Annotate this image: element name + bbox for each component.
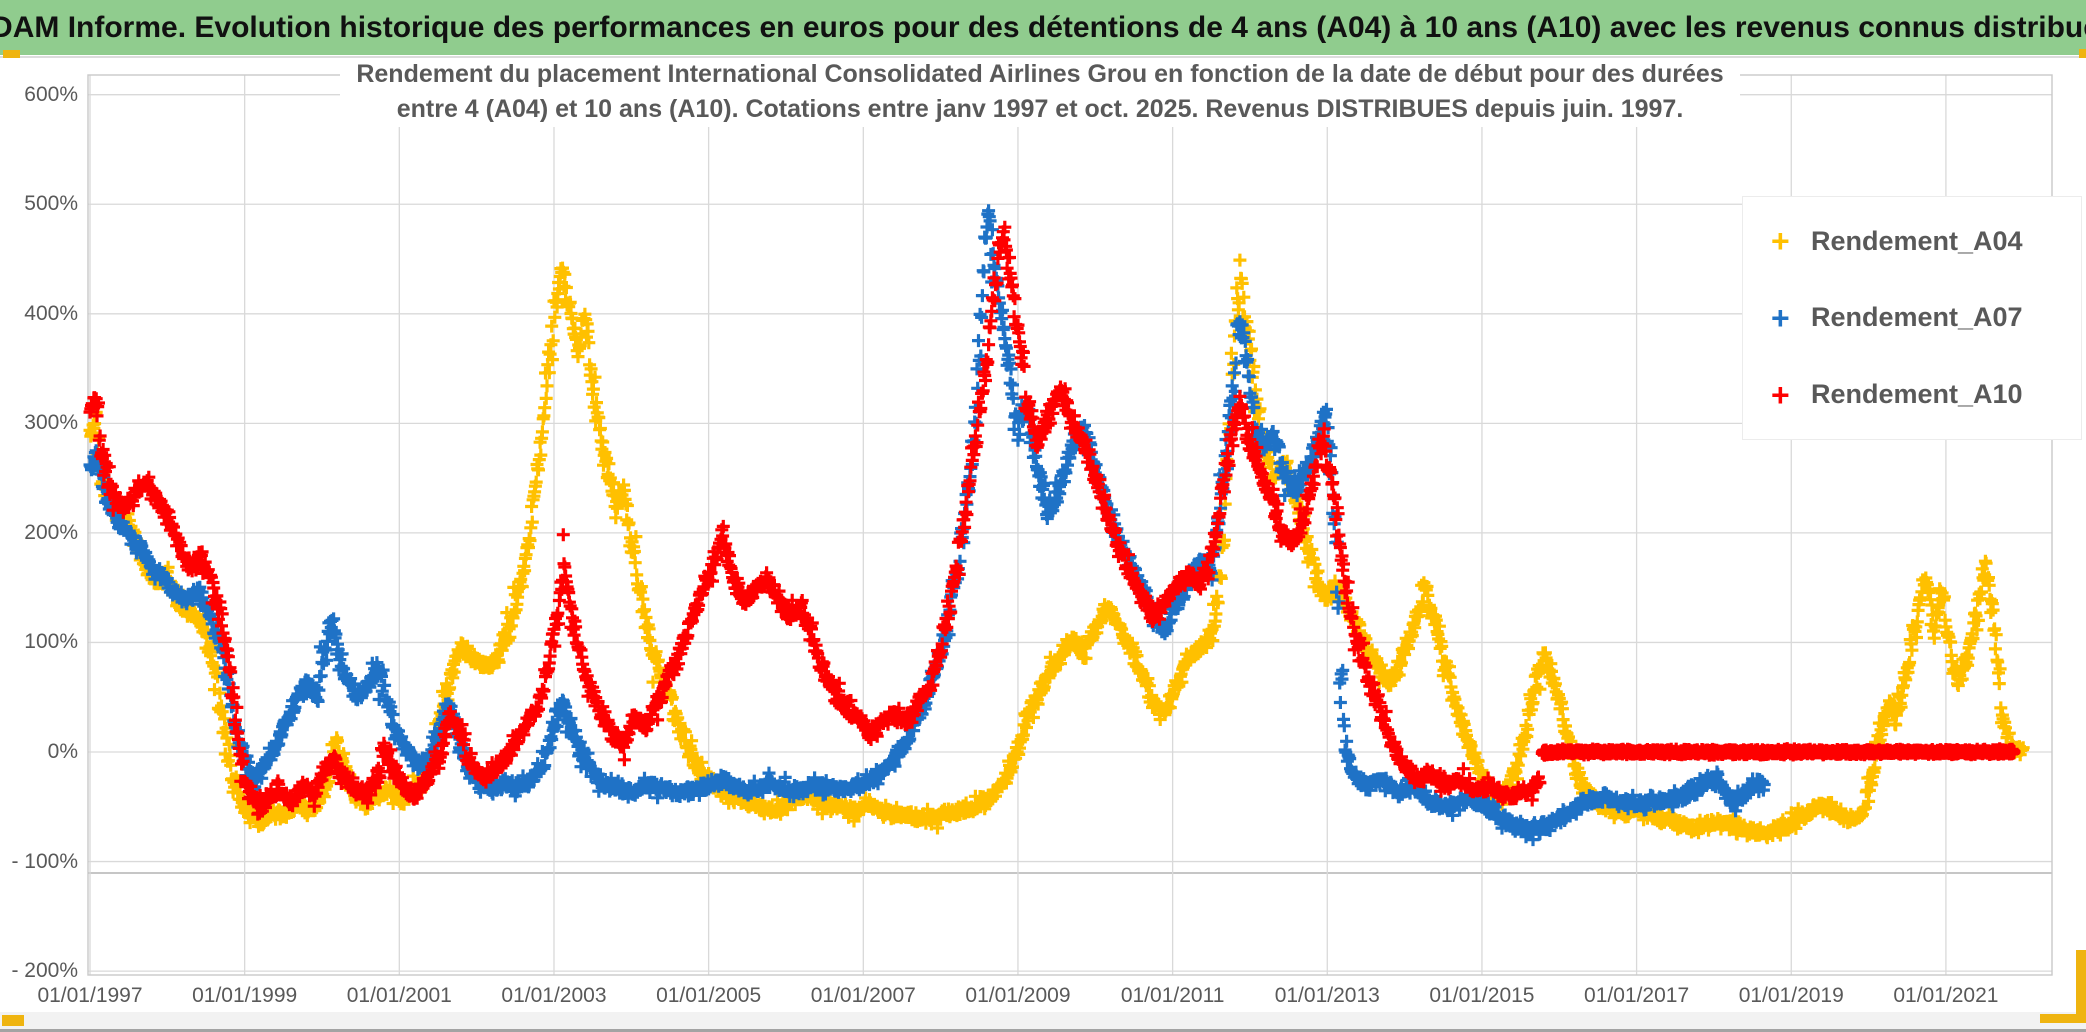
x-axis-label: 01/01/2009 bbox=[965, 984, 1071, 1007]
legend-label: Rendement_A10 bbox=[1811, 379, 2023, 410]
selection-border-right bbox=[2076, 950, 2086, 1023]
plus-marker-icon: + bbox=[1771, 376, 1790, 413]
legend-label: Rendement_A04 bbox=[1811, 225, 2023, 256]
sheet-title-banner: ADAM Informe. Evolution historique des p… bbox=[0, 0, 2086, 55]
horizontal-scrollbar[interactable] bbox=[0, 1012, 2086, 1032]
banner-divider bbox=[0, 56, 2086, 58]
y-axis-label: 400% bbox=[24, 301, 78, 325]
x-axis-label: 01/01/2013 bbox=[1274, 984, 1380, 1007]
x-axis-label: 01/01/1997 bbox=[37, 984, 143, 1007]
x-axis-label: 01/01/2007 bbox=[810, 984, 916, 1007]
page-title: ADAM Informe. Evolution historique des p… bbox=[0, 10, 2086, 44]
y-axis-label: 100% bbox=[24, 630, 78, 654]
legend-item-rendement-a07[interactable]: + Rendement_A07 bbox=[1743, 299, 2081, 336]
x-axis-label: 01/01/2019 bbox=[1738, 984, 1844, 1007]
selection-border-bottom bbox=[2040, 1014, 2086, 1023]
plus-marker-icon: + bbox=[1771, 223, 1790, 260]
x-axis-label: 01/01/2017 bbox=[1584, 984, 1690, 1007]
x-axis-label: 01/01/2003 bbox=[501, 984, 607, 1007]
selection-corner-accent-top-right bbox=[2079, 49, 2086, 58]
y-axis-label: 0% bbox=[47, 740, 78, 763]
plus-marker-icon: + bbox=[1771, 299, 1790, 336]
y-axis-label: - 100% bbox=[11, 849, 78, 873]
x-axis-label: 01/01/2021 bbox=[1893, 984, 1999, 1007]
window-bottom-edge bbox=[0, 1029, 2086, 1032]
x-axis-label: 01/01/2011 bbox=[1120, 984, 1225, 1007]
x-axis-label: 01/01/2015 bbox=[1429, 984, 1535, 1007]
chart-title-line-2: entre 4 (A04) et 10 ans (A10). Cotations… bbox=[396, 95, 1684, 123]
sheet-tab-indicator[interactable] bbox=[2, 1015, 24, 1026]
y-axis-label: 500% bbox=[24, 192, 78, 216]
x-axis-label: 01/01/1999 bbox=[192, 984, 298, 1007]
legend-item-rendement-a04[interactable]: + Rendement_A04 bbox=[1743, 223, 2081, 260]
legend-label: Rendement_A07 bbox=[1811, 302, 2023, 333]
x-axis-label: 01/01/2005 bbox=[656, 984, 762, 1007]
x-axis-label: 01/01/2001 bbox=[346, 984, 452, 1007]
selection-corner-accent-top-left bbox=[3, 50, 20, 58]
chart-title: Rendement du placement International Con… bbox=[340, 57, 1740, 127]
series-Rendement_A10[interactable] bbox=[83, 220, 2021, 821]
y-axis-label: 200% bbox=[24, 520, 78, 544]
y-axis-label: 600% bbox=[24, 82, 78, 106]
legend-item-rendement-a10[interactable]: + Rendement_A10 bbox=[1743, 376, 2081, 413]
y-axis-label: - 200% bbox=[11, 959, 78, 983]
y-axis-label: 300% bbox=[24, 411, 78, 435]
chart-legend[interactable]: + Rendement_A04 + Rendement_A07 + Rendem… bbox=[1742, 196, 2082, 440]
chart-title-line-1: Rendement du placement International Con… bbox=[356, 60, 1724, 88]
